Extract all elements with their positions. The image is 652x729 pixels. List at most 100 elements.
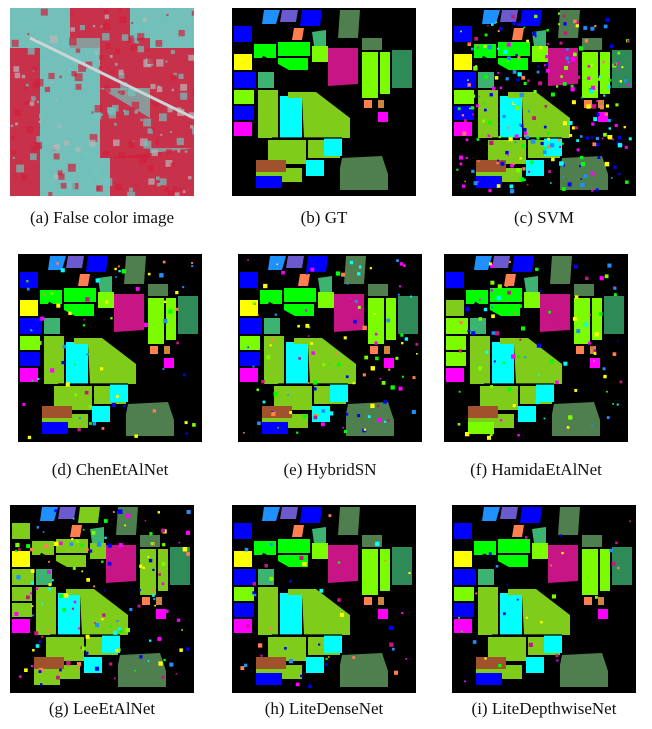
field-corn_notill xyxy=(512,256,534,272)
field-corn_notill xyxy=(454,523,472,539)
noise-pixel xyxy=(113,677,116,680)
noise-pixel xyxy=(411,409,416,414)
false-color-texture xyxy=(120,90,125,95)
noise-pixel xyxy=(305,323,310,328)
noise-pixel xyxy=(550,143,555,148)
field-corn xyxy=(260,290,282,304)
field-woods xyxy=(582,535,602,547)
noise-pixel xyxy=(506,60,509,63)
noise-pixel xyxy=(362,325,367,331)
false-color-texture xyxy=(74,73,83,82)
noise-pixel xyxy=(343,336,347,340)
false-color-texture xyxy=(148,165,155,172)
noise-pixel xyxy=(464,680,466,683)
noise-pixel xyxy=(328,514,332,517)
field-corn_notill xyxy=(234,603,254,617)
field-soybean_notill xyxy=(362,549,378,595)
noise-pixel xyxy=(151,589,154,592)
panel-svm xyxy=(452,8,636,196)
field-corn xyxy=(278,539,310,553)
false-color-texture xyxy=(57,124,61,128)
field-alfalfa xyxy=(454,54,472,70)
field-soybean_notill xyxy=(312,543,328,559)
noise-pixel xyxy=(598,312,603,316)
noise-pixel xyxy=(345,413,349,416)
noise-pixel xyxy=(609,44,614,48)
false-color-texture xyxy=(115,183,123,191)
noise-pixel xyxy=(27,435,32,440)
noise-pixel xyxy=(162,260,166,264)
field-buildings xyxy=(66,256,84,268)
false-color-texture xyxy=(117,90,121,94)
noise-pixel xyxy=(591,122,595,126)
noise-pixel xyxy=(510,189,515,194)
noise-pixel xyxy=(528,170,531,173)
noise-pixel xyxy=(337,598,341,602)
noise-pixel xyxy=(47,570,51,574)
gt-map xyxy=(232,8,416,196)
noise-pixel xyxy=(71,607,74,610)
noise-pixel xyxy=(32,649,35,652)
field-grass_trees xyxy=(330,384,348,402)
noise-pixel xyxy=(126,513,131,518)
noise-pixel xyxy=(85,651,89,655)
noise-pixel xyxy=(72,517,75,520)
field-woods xyxy=(140,535,160,547)
field-woods xyxy=(362,38,382,50)
noise-pixel xyxy=(16,575,21,580)
field-oats xyxy=(384,346,390,354)
false-color-texture xyxy=(100,113,103,117)
false-color-texture xyxy=(48,192,53,196)
false-color-texture xyxy=(137,45,144,53)
noise-pixel xyxy=(508,260,511,263)
noise-pixel xyxy=(612,138,614,141)
field-wheat xyxy=(170,547,190,585)
field-corn_notill xyxy=(234,106,254,120)
false-color-texture xyxy=(55,98,58,102)
lee-map xyxy=(10,505,194,693)
field-buildings xyxy=(500,10,518,22)
noise-pixel xyxy=(474,36,479,41)
false-color-texture xyxy=(98,66,103,70)
false-color-texture xyxy=(188,176,192,180)
noise-pixel xyxy=(358,266,362,269)
noise-pixel xyxy=(41,635,44,638)
noise-pixel xyxy=(465,138,469,142)
field-woods xyxy=(126,402,174,436)
false-color-texture xyxy=(25,20,29,24)
false-color-texture xyxy=(12,156,15,159)
noise-pixel xyxy=(606,390,608,393)
field-corn_notill xyxy=(240,318,262,334)
noise-pixel xyxy=(144,322,149,327)
false-color-texture xyxy=(151,149,158,157)
false-color-texture xyxy=(32,30,36,34)
false-color-texture xyxy=(103,22,111,31)
field-stone_steel xyxy=(482,507,500,521)
false-color-texture xyxy=(36,79,44,87)
field-grass_pasture_mowed xyxy=(90,527,104,543)
field-soybean_mintill xyxy=(12,569,34,585)
noise-pixel xyxy=(564,65,568,70)
field-corn xyxy=(490,288,522,302)
false-color-texture xyxy=(156,176,160,181)
noise-pixel xyxy=(66,660,71,666)
noise-pixel xyxy=(311,351,315,355)
field-woods xyxy=(338,10,360,38)
noise-pixel xyxy=(93,585,96,588)
noise-pixel xyxy=(244,547,249,552)
noise-pixel xyxy=(615,103,619,107)
noise-pixel xyxy=(61,361,65,365)
noise-pixel xyxy=(536,343,541,348)
noise-pixel xyxy=(626,83,630,87)
field-corn_notill xyxy=(234,523,252,539)
noise-pixel xyxy=(533,90,537,94)
noise-pixel xyxy=(36,526,40,529)
noise-pixel xyxy=(612,352,617,356)
false-color-texture xyxy=(21,74,26,79)
noise-pixel xyxy=(74,363,76,366)
field-grass_trees xyxy=(102,635,120,653)
false-color-texture xyxy=(25,86,28,89)
field-soybean_mintill xyxy=(446,300,464,316)
false-color-texture xyxy=(94,105,102,113)
field-corn xyxy=(278,42,310,56)
